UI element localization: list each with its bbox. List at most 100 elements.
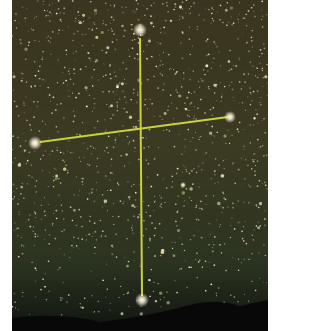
star [181, 154, 182, 155]
star [174, 3, 176, 5]
star [130, 24, 131, 25]
star [64, 67, 66, 69]
star [35, 296, 36, 297]
star [37, 101, 38, 102]
star [189, 54, 191, 56]
star [57, 104, 58, 105]
star [208, 244, 210, 246]
star [122, 126, 123, 127]
star [123, 201, 124, 202]
star [25, 140, 26, 141]
star [105, 52, 106, 53]
star [210, 234, 211, 235]
star [96, 182, 97, 183]
star [16, 105, 18, 107]
star [12, 149, 13, 150]
star [110, 23, 111, 24]
star [42, 57, 43, 58]
star [94, 127, 95, 128]
star [254, 171, 255, 172]
star [230, 225, 231, 226]
star [182, 16, 184, 18]
star [60, 182, 61, 183]
star [34, 245, 35, 246]
star [149, 296, 150, 297]
star [224, 168, 225, 169]
star [133, 89, 134, 90]
star [132, 228, 133, 229]
star [115, 142, 116, 143]
star [253, 161, 255, 163]
star [49, 234, 50, 235]
star [79, 134, 81, 136]
star [25, 222, 26, 223]
star [105, 175, 107, 177]
star [162, 74, 163, 75]
star [42, 170, 43, 171]
star [137, 59, 138, 60]
star [231, 68, 233, 70]
star [179, 237, 180, 238]
star [38, 70, 40, 72]
star [166, 187, 168, 189]
star [44, 239, 45, 240]
star [94, 311, 95, 312]
star [78, 238, 79, 239]
star [248, 259, 249, 260]
star [182, 31, 184, 33]
star [247, 96, 248, 97]
star [244, 294, 245, 295]
star [166, 129, 167, 130]
star [87, 164, 88, 165]
star [86, 235, 87, 236]
star [143, 201, 144, 202]
star [150, 22, 153, 25]
star [243, 129, 244, 130]
star [160, 32, 161, 33]
star [261, 53, 262, 54]
star [18, 115, 20, 117]
star [120, 286, 121, 287]
star [68, 96, 69, 97]
star [63, 218, 65, 220]
star [213, 9, 214, 10]
star [252, 159, 254, 161]
star [264, 132, 266, 134]
star [81, 238, 83, 240]
star [199, 87, 200, 88]
star [173, 122, 174, 123]
star [233, 97, 234, 98]
star [92, 236, 93, 237]
star [28, 45, 29, 46]
star [184, 152, 185, 153]
star [111, 245, 113, 247]
star [60, 297, 62, 299]
star [253, 4, 254, 5]
star [25, 59, 26, 60]
star [66, 165, 67, 166]
star [94, 253, 95, 254]
star [167, 11, 169, 13]
star [133, 215, 135, 217]
star [160, 306, 161, 307]
star [124, 96, 125, 97]
star [89, 58, 90, 59]
star [190, 239, 191, 240]
star [31, 164, 33, 166]
star [211, 13, 213, 15]
star [83, 21, 84, 22]
star [216, 295, 217, 296]
star [257, 160, 258, 161]
star [175, 242, 176, 243]
star [92, 29, 93, 30]
star [92, 111, 93, 112]
star [79, 248, 80, 249]
star [232, 24, 233, 25]
star [222, 207, 224, 209]
star [220, 65, 221, 66]
star [138, 19, 140, 21]
star [125, 153, 127, 155]
star [158, 147, 159, 148]
star [61, 205, 62, 206]
star [189, 120, 190, 121]
